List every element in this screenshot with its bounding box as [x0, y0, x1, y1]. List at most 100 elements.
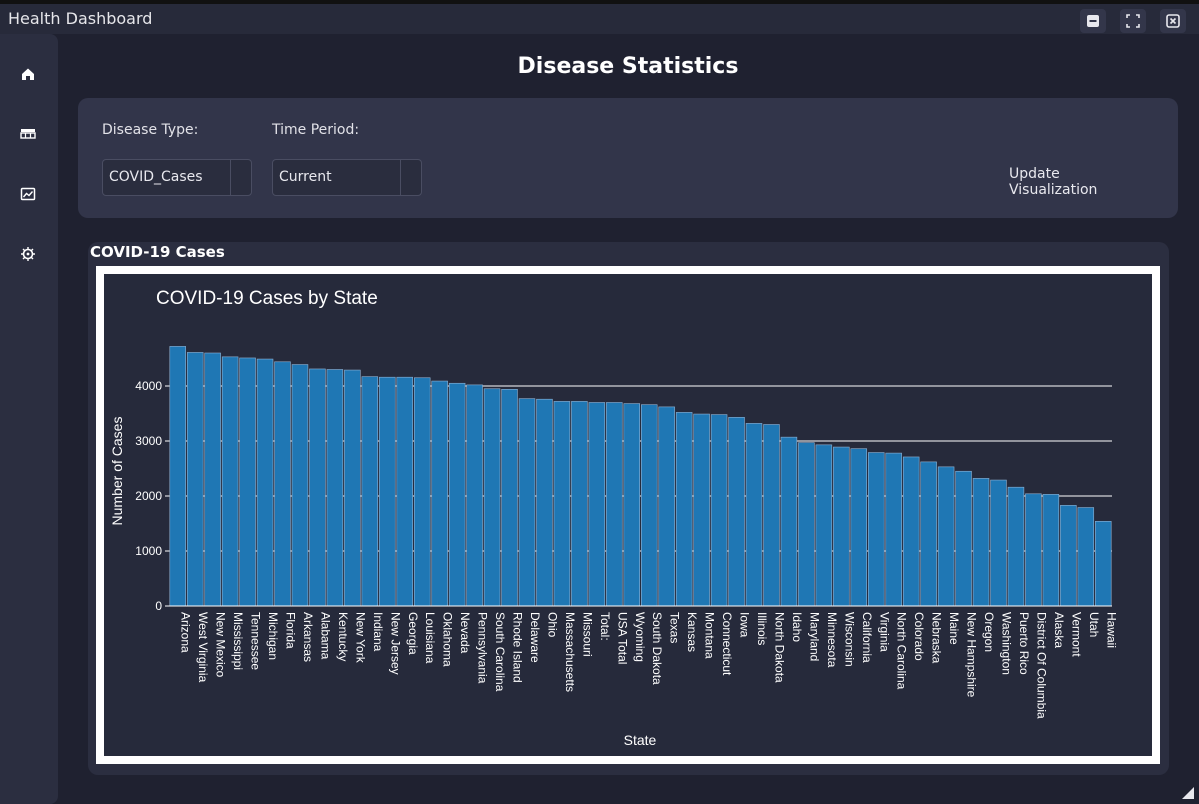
bar	[413, 377, 431, 607]
dropdown-arrow-icon[interactable]	[400, 160, 421, 195]
nav-virus[interactable]	[18, 244, 38, 264]
x-tick-label: Hawaii	[1104, 612, 1118, 648]
bar	[256, 358, 274, 607]
disease-type-value: COVID_Cases	[109, 169, 203, 185]
x-tick-label: Ohio	[545, 612, 559, 638]
window-title: Health Dashboard	[8, 9, 153, 28]
y-tick-label: 1000	[135, 544, 162, 558]
close-icon	[1166, 14, 1180, 28]
bar	[815, 444, 833, 607]
bar	[868, 452, 885, 607]
x-tick-label: Pennsylvania	[476, 612, 490, 684]
bar	[1007, 486, 1025, 607]
y-axis-label: Number of Cases	[109, 417, 125, 526]
x-tick-label: Indiana	[371, 612, 385, 652]
x-tick-label: Wisconsin	[842, 612, 856, 667]
bar	[658, 406, 675, 607]
chart-panel-title: COVID-19 Cases	[90, 243, 225, 261]
nav-home[interactable]	[18, 64, 38, 84]
x-tick-label: Idaho	[790, 612, 804, 642]
nav-table[interactable]	[18, 124, 38, 144]
bar	[501, 389, 518, 607]
bar	[186, 352, 204, 607]
x-tick-label: Minnesota	[825, 612, 839, 668]
x-tick-label: Louisiana	[423, 612, 437, 664]
x-tick-label: Massachusetts	[563, 612, 577, 692]
x-tick-label: Maryland	[807, 612, 821, 661]
bar	[850, 448, 868, 607]
bar	[745, 423, 763, 607]
minimize-button[interactable]	[1080, 9, 1106, 33]
bar	[396, 376, 413, 607]
x-axis-label: State	[624, 732, 657, 748]
x-tick-label: Washington	[999, 612, 1013, 675]
bar	[623, 403, 640, 607]
x-tick-label: Kansas	[685, 612, 699, 652]
bar	[1077, 507, 1095, 607]
x-tick-label: Iowa	[738, 612, 752, 638]
bar	[1095, 521, 1112, 607]
x-tick-label: Total:	[598, 612, 612, 641]
x-tick-label: USA Total	[615, 612, 629, 664]
x-tick-label: Mississippi	[231, 612, 245, 670]
nav-chart[interactable]	[18, 184, 38, 204]
x-tick-label: Arizona	[179, 612, 193, 653]
maximize-button[interactable]	[1120, 9, 1146, 33]
x-tick-label: West Virginia	[196, 612, 210, 683]
x-tick-label: Oregon	[982, 612, 996, 652]
x-tick-label: Missouri	[580, 612, 594, 657]
chart-icon	[20, 187, 36, 201]
bar	[483, 388, 501, 607]
dropdown-arrow-icon[interactable]	[230, 160, 251, 195]
bar	[1025, 493, 1042, 607]
y-tick-label: 2000	[135, 489, 162, 503]
x-tick-label: South Dakota	[650, 612, 664, 685]
table-icon	[20, 129, 36, 139]
disease-type-select[interactable]: COVID_Cases	[102, 159, 252, 196]
bar	[937, 466, 955, 607]
bar	[640, 404, 658, 607]
x-tick-label: Connecticut	[720, 612, 734, 676]
bar	[204, 352, 221, 607]
bar	[780, 436, 798, 607]
x-tick-label: Nevada	[458, 612, 472, 654]
x-tick-label: Wyoming	[633, 612, 647, 662]
virus-icon	[21, 247, 35, 261]
bar	[1042, 494, 1060, 607]
x-tick-label: New Jersey	[388, 612, 402, 675]
bar	[571, 401, 588, 607]
bar	[693, 413, 710, 607]
bar	[169, 346, 186, 607]
resize-grip-icon[interactable]	[1181, 786, 1195, 800]
bar	[1060, 505, 1077, 607]
bar	[763, 424, 780, 607]
x-tick-label: Kentucky	[336, 612, 350, 661]
sidebar	[0, 34, 58, 804]
bar	[379, 376, 396, 607]
x-tick-label: Georgia	[406, 612, 420, 655]
bar	[221, 356, 239, 607]
x-tick-label: District Of Columbia	[1034, 612, 1048, 719]
bar	[675, 412, 693, 607]
bar	[309, 368, 326, 607]
bar	[728, 417, 745, 607]
x-tick-label: Colorado	[912, 612, 926, 661]
x-tick-label: Alabama	[318, 612, 332, 660]
bar	[588, 402, 606, 607]
bar	[536, 398, 553, 607]
x-tick-label: Nebraska	[930, 612, 944, 664]
bar	[344, 369, 361, 607]
x-tick-label: Florida	[284, 612, 298, 649]
bar	[291, 364, 309, 607]
x-tick-label: Delaware	[528, 612, 542, 663]
bar	[239, 357, 256, 607]
update-visualization-button[interactable]: Update Visualization	[1009, 166, 1098, 198]
x-tick-label: Oklahoma	[441, 612, 455, 667]
bar	[431, 380, 448, 607]
time-period-select[interactable]: Current	[272, 159, 422, 196]
disease-type-label: Disease Type:	[102, 122, 199, 138]
close-button[interactable]	[1160, 9, 1186, 33]
minimize-icon	[1087, 15, 1099, 27]
bar	[518, 398, 536, 607]
x-tick-label: Rhode Island	[511, 612, 525, 683]
